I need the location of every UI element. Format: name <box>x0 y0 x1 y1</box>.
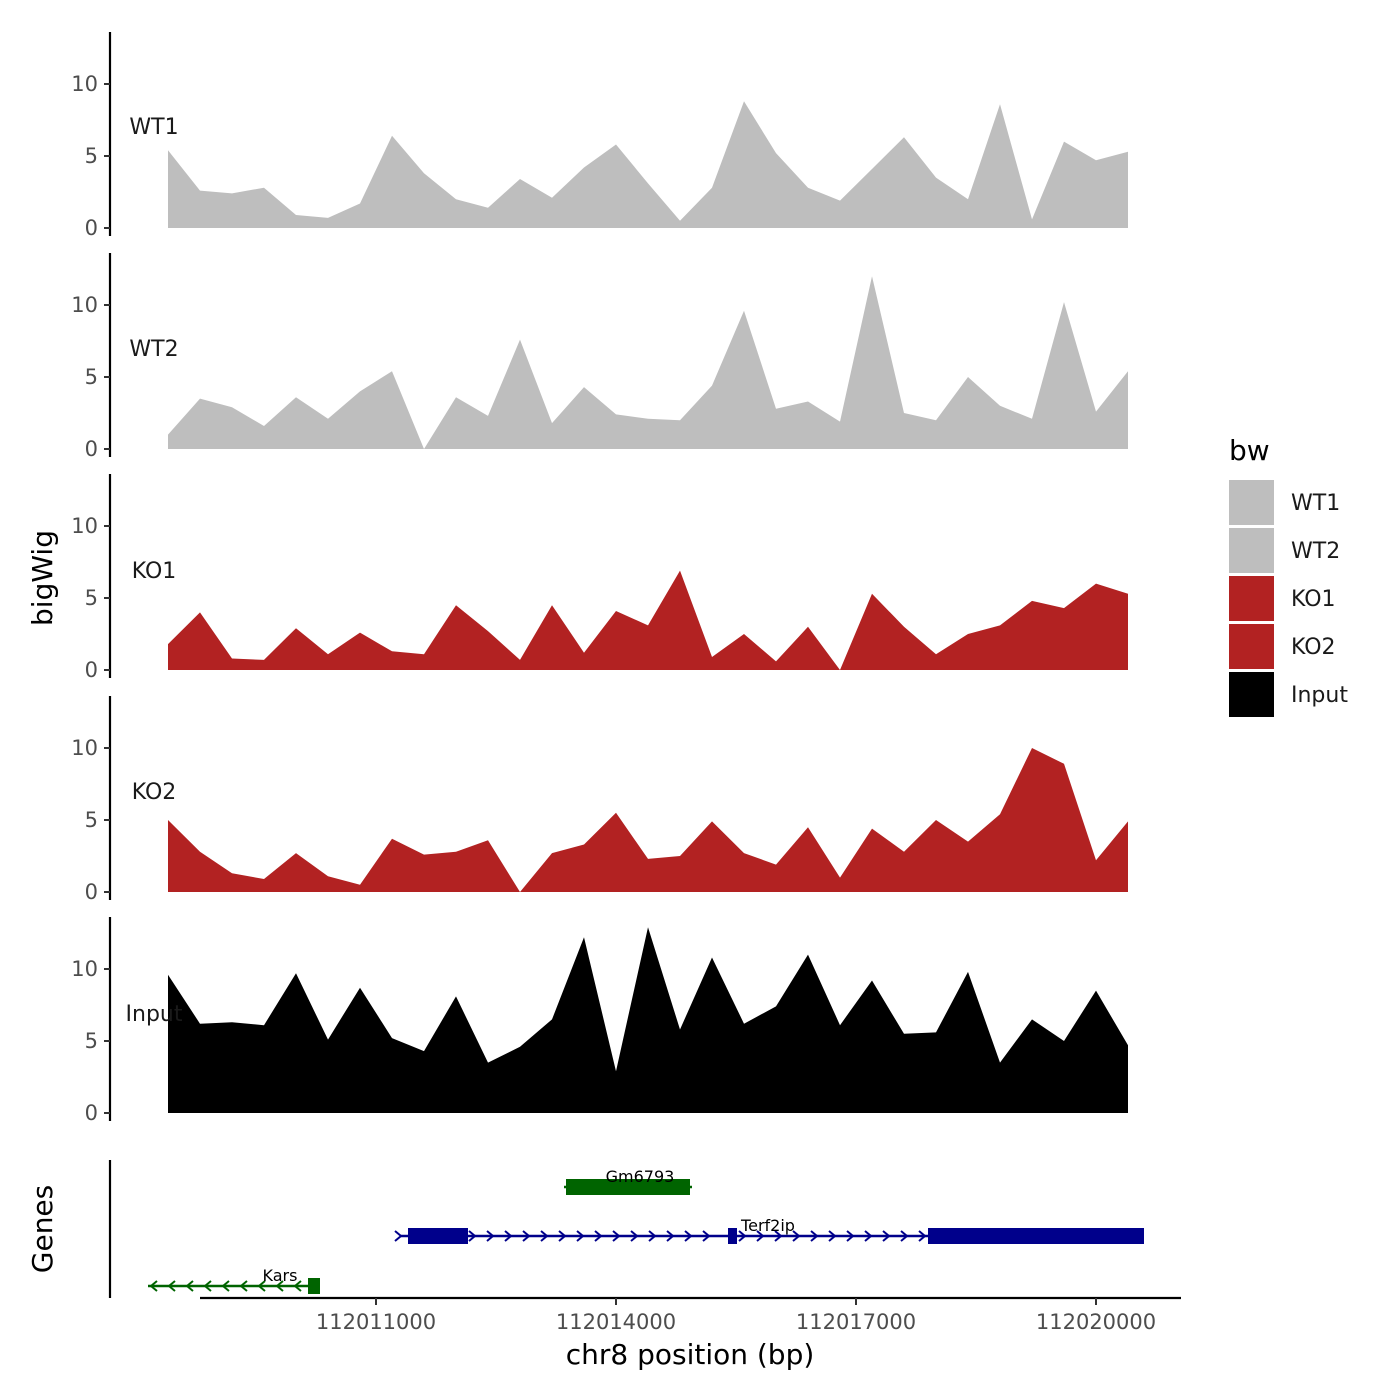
strand-arrow <box>394 1230 403 1242</box>
gene-exon <box>728 1228 737 1244</box>
y-tick-label: 10 <box>71 514 98 538</box>
legend-label-wt2: WT2 <box>1291 539 1340 564</box>
track-label: KO1 <box>132 559 177 584</box>
y-tick-label: 10 <box>71 957 98 981</box>
coverage-area-wt1 <box>168 101 1128 228</box>
y-tick-label: 5 <box>85 586 98 610</box>
strand-arrow <box>185 1280 194 1292</box>
y-tick-label: 10 <box>71 736 98 760</box>
strand-arrow <box>918 1230 927 1242</box>
coverage-area-ko2 <box>168 748 1128 892</box>
strand-arrow <box>684 1230 693 1242</box>
coverage-area-wt2 <box>168 276 1128 449</box>
legend-label-wt1: WT1 <box>1291 491 1340 516</box>
strand-arrow <box>167 1280 176 1292</box>
strand-arrow <box>522 1230 531 1242</box>
strand-arrow <box>792 1230 801 1242</box>
gene-exon <box>408 1228 468 1244</box>
coverage-tracks: 0 5 10 WT1 0 5 10 WT2 0 5 10 KO1 0 5 10 KO2 0 5 10 Input <box>71 32 1128 1125</box>
legend-label-ko2: KO2 <box>1291 635 1336 660</box>
strand-arrow <box>882 1230 891 1242</box>
strand-arrow <box>293 1280 302 1292</box>
track-label: WT1 <box>129 115 178 140</box>
legend: bw WT1 WT2 KO1 KO2 Input <box>1229 434 1348 717</box>
track-ko1: 0 5 10 KO1 <box>71 474 1128 682</box>
legend-key-input <box>1229 672 1274 717</box>
strand-arrow <box>612 1230 621 1242</box>
x-axis: 112011000 112014000 112017000 112020000 <box>200 1296 1181 1334</box>
coverage-area-input <box>168 927 1128 1113</box>
gene-exon <box>928 1228 1144 1244</box>
y-tick-label: 0 <box>85 216 98 240</box>
track-wt2: 0 5 10 WT2 <box>71 253 1128 461</box>
legend-title: bw <box>1229 434 1270 467</box>
gene-annotation-panel: Gm6793 Terf2ip Kars <box>108 1160 1144 1298</box>
strand-arrow <box>239 1280 248 1292</box>
y-tick-label: 0 <box>85 1101 98 1125</box>
track-wt1: 0 5 10 WT1 <box>71 32 1128 240</box>
x-tick-label: 112011000 <box>316 1310 436 1334</box>
strand-arrow <box>221 1280 230 1292</box>
y-tick-label: 10 <box>71 72 98 96</box>
gene-label: Gm6793 <box>606 1167 675 1186</box>
strand-arrow <box>864 1230 873 1242</box>
gene-gm6793: Gm6793 <box>564 1167 692 1195</box>
x-tick-label: 112017000 <box>796 1310 916 1334</box>
strand-arrow <box>846 1230 855 1242</box>
genes-panel-title: Genes <box>26 1185 59 1273</box>
y-tick-label: 10 <box>71 293 98 317</box>
y-tick-label: 5 <box>85 144 98 168</box>
strand-arrow <box>468 1230 477 1242</box>
y-tick-label: 0 <box>85 437 98 461</box>
strand-arrow <box>702 1230 711 1242</box>
coverage-area-ko1 <box>168 570 1128 670</box>
y-tick-label: 0 <box>85 658 98 682</box>
strand-arrow <box>738 1230 747 1242</box>
strand-arrow <box>149 1280 158 1292</box>
y-tick-label: 5 <box>85 808 98 832</box>
legend-label-input: Input <box>1291 683 1348 708</box>
strand-arrow <box>257 1280 266 1292</box>
strand-arrow <box>630 1230 639 1242</box>
legend-key-wt2 <box>1229 528 1274 573</box>
legend-key-wt1 <box>1229 480 1274 525</box>
strand-arrow <box>540 1230 549 1242</box>
strand-arrow <box>576 1230 585 1242</box>
gene-exon <box>308 1278 320 1294</box>
track-label: Input <box>126 1002 183 1027</box>
strand-arrow <box>900 1230 909 1242</box>
y-tick-label: 5 <box>85 1029 98 1053</box>
strand-arrow <box>666 1230 675 1242</box>
strand-arrow <box>594 1230 603 1242</box>
track-label: KO2 <box>132 780 177 805</box>
strand-arrow <box>648 1230 657 1242</box>
x-tick-label: 112014000 <box>556 1310 676 1334</box>
y-axis-title: bigWig <box>26 530 59 626</box>
strand-arrow <box>774 1230 783 1242</box>
y-tick-label: 5 <box>85 365 98 389</box>
strand-arrow <box>756 1230 765 1242</box>
track-input: 0 5 10 Input <box>71 917 1128 1125</box>
strand-arrow <box>203 1280 212 1292</box>
gene-label: Terf2ip <box>740 1216 795 1235</box>
gene-exon <box>566 1179 690 1195</box>
gene-terf2ip: Terf2ip <box>394 1216 1144 1244</box>
track-ko2: 0 5 10 KO2 <box>71 696 1128 904</box>
y-tick-label: 0 <box>85 880 98 904</box>
gene-label: Kars <box>263 1266 298 1285</box>
strand-arrow <box>504 1230 513 1242</box>
strand-arrow <box>486 1230 495 1242</box>
track-label: WT2 <box>129 337 178 362</box>
legend-key-ko2 <box>1229 624 1274 669</box>
strand-arrow <box>828 1230 837 1242</box>
x-axis-title: chr8 position (bp) <box>566 1338 815 1371</box>
x-tick-label: 112020000 <box>1036 1310 1156 1334</box>
strand-arrow <box>275 1280 284 1292</box>
legend-label-ko1: KO1 <box>1291 587 1336 612</box>
strand-arrow <box>558 1230 567 1242</box>
legend-key-ko1 <box>1229 576 1274 621</box>
gene-kars: Kars <box>148 1266 320 1294</box>
strand-arrow <box>810 1230 819 1242</box>
